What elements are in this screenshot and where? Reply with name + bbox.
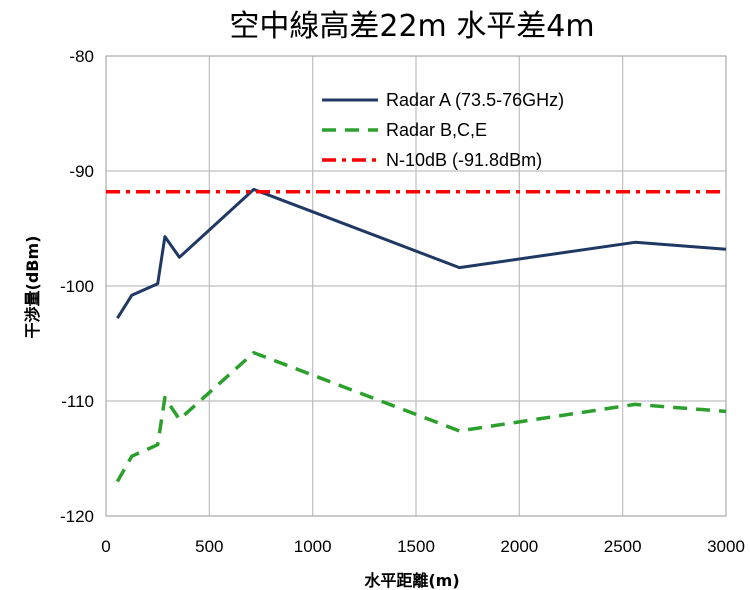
x-tick-label: 1000 [294,537,332,556]
x-tick-label: 2500 [604,537,642,556]
series-group [106,187,727,483]
y-tick-label: -120 [60,507,94,526]
plot-frame [105,55,727,517]
y-tick-label: -100 [60,277,94,296]
series-line [116,187,727,319]
x-tick-label: 2000 [500,537,538,556]
series-line [115,350,727,483]
y-tick-label: -110 [61,392,94,411]
y-axis-label: 干渉量(dBm) [23,236,42,339]
y-tick-label: -80 [69,47,94,66]
x-tick-label: 3000 [707,537,745,556]
legend-label: Radar B,C,E [386,120,487,140]
chart-title: 空中線高差22m 水平差4m [229,9,594,44]
y-tick-label: -90 [69,162,94,181]
legend-label: Radar A (73.5-76GHz) [386,90,564,110]
x-tick-label: 500 [195,537,223,556]
x-tick-label: 1500 [397,537,435,556]
axis-ticks: 0 500 1000 1500 2000 2500 3000 -80 -90 -100 -110 -1… [60,47,745,556]
x-tick-label: 0 [101,537,110,556]
x-axis-label: 水平距離(m) [364,571,459,590]
legend: Radar A (73.5-76GHz) Radar B,C,E N-10dB (-… [322,90,564,170]
legend-label: N-10dB (-91.8dBm) [386,150,542,170]
